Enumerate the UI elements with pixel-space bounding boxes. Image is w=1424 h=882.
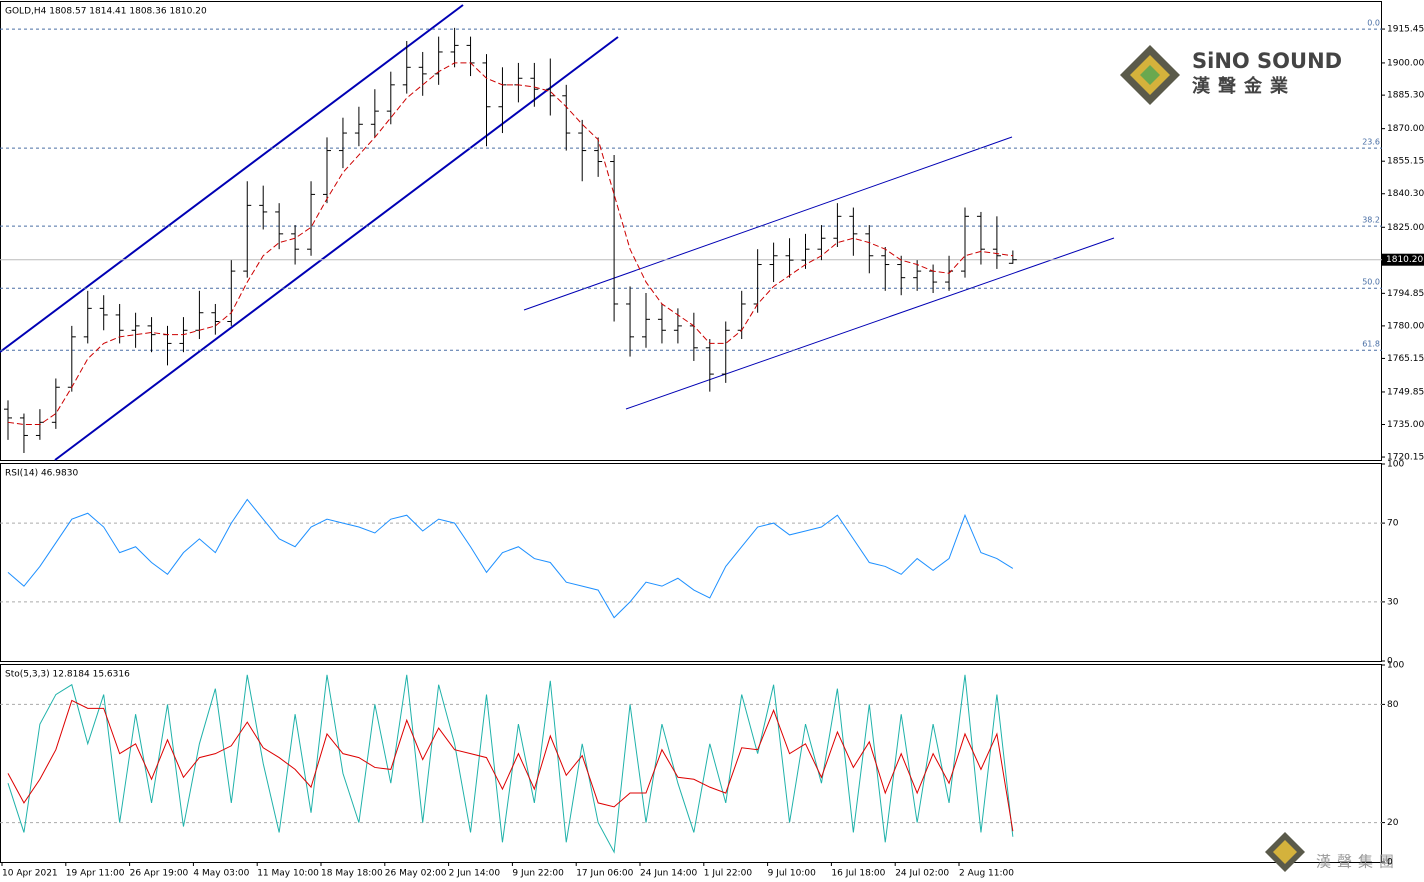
y-tick-label: 80 <box>1387 700 1399 710</box>
y-tick-label: 1720.15 <box>1387 453 1424 463</box>
indicator-line <box>7 674 1014 854</box>
x-tick-label: 18 May 18:00 <box>321 869 383 879</box>
y-tick-label: 1840.30 <box>1387 189 1424 199</box>
y-tick-label: 1900.00 <box>1387 58 1424 68</box>
fibo-label: 0.0 <box>1367 19 1380 28</box>
fibo-label: 50.0 <box>1362 278 1380 287</box>
y-tick-label: 1780.00 <box>1387 321 1424 331</box>
x-tick-label: 16 Jul 18:00 <box>831 869 885 879</box>
x-tick-label: 2 Jun 14:00 <box>449 869 501 879</box>
x-tick-label: 10 Apr 2021 <box>2 869 58 879</box>
y-tick-label: 100 <box>1387 460 1404 470</box>
x-tick-label: 26 Apr 19:00 <box>130 869 189 879</box>
indicator-line <box>7 699 1014 832</box>
y-tick-label: 1915.45 <box>1387 25 1424 35</box>
indicator-line <box>7 498 1014 619</box>
y-tick-label: 0 <box>1387 858 1393 868</box>
x-tick-label: 1 Jul 22:00 <box>704 869 753 879</box>
y-tick-label: 20 <box>1387 818 1399 828</box>
x-tick-label: 2 Aug 11:00 <box>959 869 1014 879</box>
x-tick-label: 9 Jul 10:00 <box>768 869 817 879</box>
y-tick-label: 1855.15 <box>1387 157 1424 167</box>
x-tick-label: 4 May 03:00 <box>193 869 249 879</box>
fibo-label: 61.8 <box>1362 340 1380 349</box>
channel-lines <box>0 4 619 461</box>
last-price-box <box>1382 253 1424 266</box>
logo-footer: 漢聲集團 <box>1316 853 1400 871</box>
y-tick-label: 0 <box>1387 657 1393 667</box>
fibo-label: 23.6 <box>1362 138 1380 147</box>
panel-title: RSI(14) 46.9830 <box>5 469 78 479</box>
y-tick-label: 1765.15 <box>1387 354 1424 364</box>
last-price-label: 1810.20 <box>1386 255 1423 265</box>
logo-brand: SiNO SOUND <box>1192 49 1342 73</box>
fibo-label: 38.2 <box>1362 216 1380 225</box>
y-tick-label: 1749.85 <box>1387 387 1424 397</box>
y-tick-label: 1885.30 <box>1387 91 1424 101</box>
panel-title: GOLD,H4 1808.57 1814.41 1808.36 1810.20 <box>5 7 207 17</box>
y-tick-label: 1794.85 <box>1387 289 1424 299</box>
logo: SiNO SOUND 漢聲金業 漢聲集團 <box>1120 45 1400 872</box>
channel-lines <box>523 136 1115 410</box>
y-tick-label: 1735.00 <box>1387 420 1424 430</box>
logo-cn: 漢聲金業 <box>1192 75 1296 97</box>
stoch-panel <box>0 664 1382 863</box>
y-tick-label: 70 <box>1387 519 1399 529</box>
y-tick-label: 1825.00 <box>1387 223 1424 233</box>
y-tick-label: 100 <box>1387 661 1404 671</box>
x-tick-label: 24 Jul 02:00 <box>895 869 949 879</box>
y-tick-label: 1870.00 <box>1387 124 1424 134</box>
x-tick-label: 11 May 10:00 <box>257 869 319 879</box>
x-tick-label: 17 Jun 06:00 <box>576 869 633 879</box>
rsi-panel <box>0 463 1382 662</box>
x-tick-label: 26 May 02:00 <box>385 869 447 879</box>
x-tick-label: 19 Apr 11:00 <box>66 869 125 879</box>
x-tick-label: 24 Jun 14:00 <box>640 869 697 879</box>
x-tick-label: 9 Jun 22:00 <box>512 869 564 879</box>
moving-average <box>7 62 1013 425</box>
panel-title: Sto(5,3,3) 12.8184 15.6316 <box>5 670 130 680</box>
y-tick-label: 30 <box>1387 597 1399 607</box>
main-panel <box>0 1 1382 461</box>
